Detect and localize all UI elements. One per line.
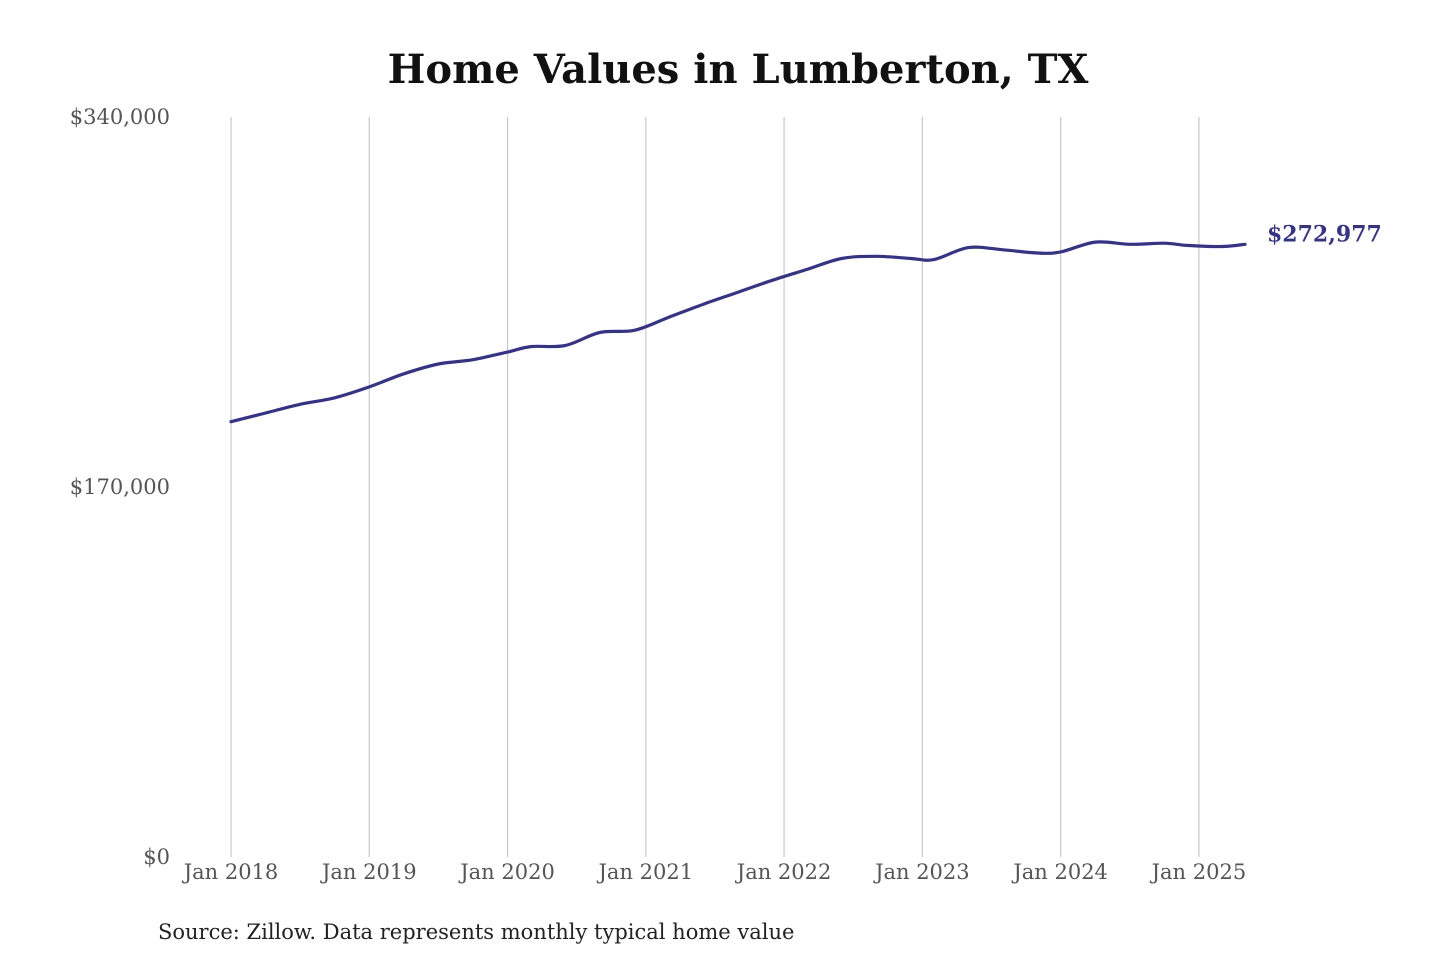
y-axis-ticks: $0 $170,000 $340,000: [70, 105, 170, 869]
y-tick-label-0: $0: [143, 845, 170, 869]
x-tick-label-2: Jan 2020: [458, 860, 555, 884]
y-tick-label-1: $170,000: [70, 475, 170, 499]
x-tick-label-6: Jan 2024: [1011, 860, 1108, 884]
series-line: [229, 240, 1247, 424]
end-value-label: $272,977: [1267, 221, 1382, 247]
x-axis-ticks: Jan 2018 Jan 2019 Jan 2020 Jan 2021 Jan 2022…: [182, 860, 1247, 884]
x-tick-label-1: Jan 2019: [320, 860, 417, 884]
x-tick-label-3: Jan 2021: [597, 860, 694, 884]
y-tick-label-2: $340,000: [70, 105, 170, 129]
x-tick-label-0: Jan 2018: [182, 860, 279, 884]
grid-lines: [230, 117, 1200, 857]
source-note: Source: Zillow. Data represents monthly …: [158, 920, 794, 944]
x-tick-label-5: Jan 2023: [873, 860, 970, 884]
chart-title: Home Values in Lumberton, TX: [388, 46, 1089, 93]
x-tick-label-4: Jan 2022: [735, 860, 832, 884]
x-tick-label-7: Jan 2025: [1150, 860, 1247, 884]
